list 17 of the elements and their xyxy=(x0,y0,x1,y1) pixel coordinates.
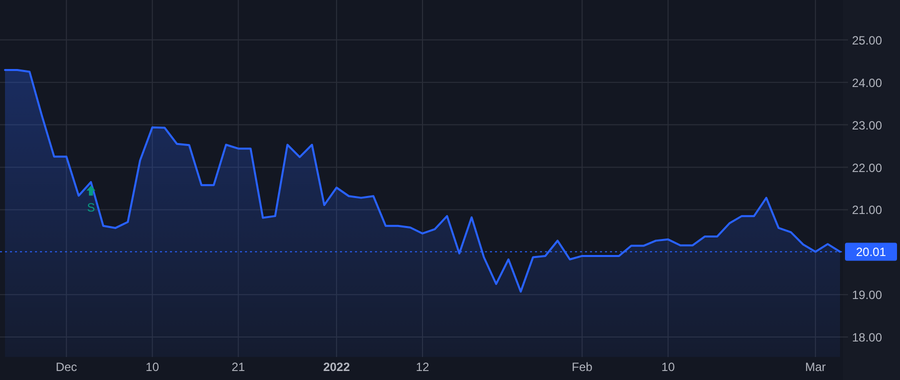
x-tick-label: 2022 xyxy=(323,360,350,374)
y-tick-label: 18.00 xyxy=(852,330,882,345)
x-tick-label: 10 xyxy=(146,360,160,374)
ref-line-label: 20.01 xyxy=(856,245,886,260)
x-tick-label: 21 xyxy=(232,360,246,374)
x-tick-label: Mar xyxy=(805,360,826,374)
annotation: S xyxy=(86,200,95,215)
y-tick-label: 19.00 xyxy=(852,288,882,302)
y-tick-label: 22.00 xyxy=(852,160,882,175)
x-tick-label: Feb xyxy=(572,360,593,374)
x-tick-label: 10 xyxy=(661,360,676,374)
y-tick-label: 24.00 xyxy=(852,76,882,90)
x-tick-label: 12 xyxy=(416,360,430,374)
y-tick-label: 21.00 xyxy=(852,203,882,218)
y-tick-label: 25.00 xyxy=(852,33,882,48)
x-tick-label: Dec xyxy=(56,360,78,374)
y-tick-label: 23.00 xyxy=(852,118,882,132)
